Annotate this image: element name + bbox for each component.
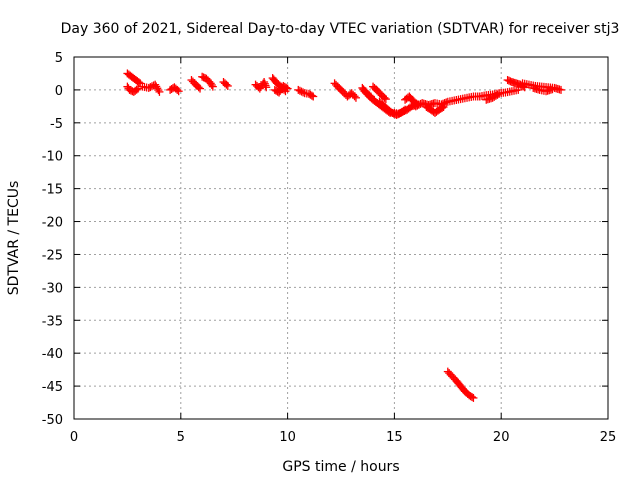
y-tick-label: -25: [42, 248, 63, 263]
data-point: [468, 393, 477, 402]
x-tick-label: 5: [177, 430, 185, 445]
axis-ticks: 0 5 10 15 20 25 5 0 -5 -10 -15 -20 -25 -30 -35 -40 -45 -5…: [42, 51, 617, 445]
y-tick-label: -35: [42, 314, 63, 329]
data-point: [548, 85, 557, 94]
data-point: [207, 80, 216, 89]
y-tick-label: 0: [55, 84, 63, 99]
data-point: [262, 83, 271, 92]
data-point: [208, 82, 217, 91]
y-tick-label: -50: [42, 413, 63, 428]
y-tick-label: 5: [55, 51, 63, 66]
y-tick-label: -40: [42, 347, 63, 362]
data-point: [260, 78, 269, 87]
data-point: [381, 95, 390, 104]
data-point: [194, 83, 203, 92]
data-point: [132, 85, 141, 94]
x-axis-label: GPS time / hours: [282, 459, 399, 475]
y-tick-label: -15: [42, 183, 63, 198]
y-tick-label: -30: [42, 281, 63, 296]
y-tick-label: -20: [42, 216, 63, 231]
data-point: [493, 90, 502, 99]
data-point: [380, 93, 389, 102]
data-point: [223, 81, 232, 90]
data-point: [261, 81, 270, 90]
data-point: [350, 92, 359, 101]
y-axis-label: SDTVAR / TECUs: [6, 181, 22, 296]
x-tick-label: 15: [386, 430, 403, 445]
x-tick-label: 25: [600, 430, 617, 445]
data-point: [134, 84, 143, 93]
data-point: [173, 85, 182, 94]
data-point: [309, 92, 318, 101]
x-tick-label: 10: [279, 430, 296, 445]
data-point: [282, 83, 291, 92]
chart-title: Day 360 of 2021, Sidereal Day-to-day VTE…: [61, 21, 620, 37]
x-tick-label: 0: [70, 430, 78, 445]
data-point: [442, 98, 451, 107]
data-point: [283, 84, 292, 93]
data-point: [154, 86, 163, 95]
y-tick-label: -5: [50, 117, 63, 132]
data-point: [495, 89, 504, 98]
y-tick-label: -45: [42, 380, 63, 395]
data-points: [123, 69, 566, 402]
data-point: [155, 87, 164, 96]
data-point: [439, 103, 448, 112]
plot-frame: [73, 56, 609, 420]
data-point: [260, 79, 269, 88]
data-point: [469, 393, 478, 402]
x-tick-label: 20: [493, 430, 510, 445]
data-point: [351, 93, 360, 102]
data-point: [196, 84, 205, 93]
data-point: [438, 103, 447, 112]
y-tick-label: -10: [42, 150, 63, 165]
data-point: [174, 87, 183, 96]
data-point: [299, 88, 308, 97]
grid: [74, 57, 608, 419]
data-point: [307, 91, 316, 100]
data-point: [514, 85, 523, 94]
data-point: [222, 80, 231, 89]
data-point: [134, 78, 143, 87]
data-point: [557, 85, 566, 94]
